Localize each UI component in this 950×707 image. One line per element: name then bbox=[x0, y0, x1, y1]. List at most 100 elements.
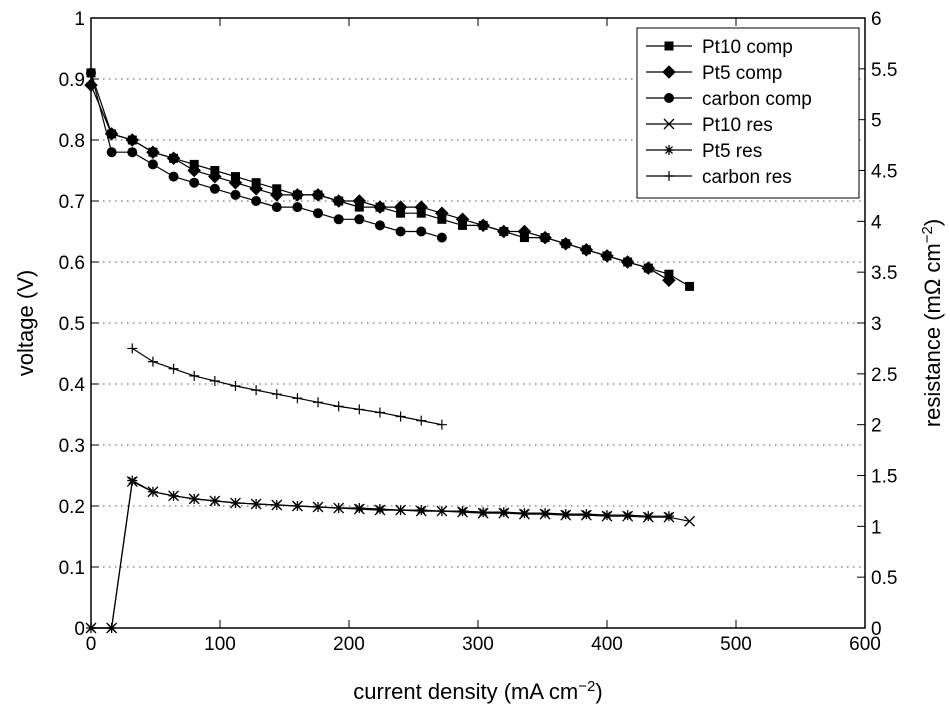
y-right-tick-label: 5 bbox=[871, 111, 882, 132]
point-pt5-res bbox=[333, 503, 344, 514]
x-tick-label: 600 bbox=[849, 634, 881, 655]
y-left-tick-label: 0.4 bbox=[59, 375, 86, 396]
point-carbon-res-shape bbox=[416, 415, 427, 426]
series-line-pt10-res bbox=[91, 480, 690, 629]
point-pt5-comp bbox=[373, 200, 387, 214]
point-carbon-res-shape bbox=[271, 389, 282, 400]
point-carbon-comp bbox=[333, 214, 344, 225]
x-axis-title: current density (mA cm−2) bbox=[353, 678, 602, 705]
point-pt5-res bbox=[127, 475, 138, 486]
y-axis-left-title: voltage (V) bbox=[13, 270, 38, 376]
point-pt5-res-shape bbox=[271, 499, 282, 510]
point-pt5-comp-shape bbox=[290, 188, 305, 202]
point-pt5-comp bbox=[435, 206, 449, 220]
point-carbon-comp bbox=[374, 220, 385, 231]
point-pt5-res-shape bbox=[560, 509, 571, 520]
legend-marker-shape bbox=[664, 93, 674, 103]
point-pt5-res bbox=[498, 507, 509, 518]
point-pt5-comp-shape bbox=[84, 78, 98, 92]
legend-box bbox=[636, 27, 860, 199]
point-pt5-comp-shape bbox=[208, 169, 222, 184]
point-pt5-comp-shape bbox=[620, 255, 635, 269]
legend-item-carbon-comp: carbon comp bbox=[646, 89, 812, 110]
y-right-tick-label: 3 bbox=[871, 314, 882, 335]
y-right-tick-label: 1 bbox=[871, 517, 882, 538]
series-carbon-res bbox=[127, 343, 447, 430]
point-pt5-comp-shape bbox=[373, 200, 387, 214]
point-pt5-res bbox=[374, 504, 385, 515]
y-right-tick-label: 4 bbox=[871, 212, 882, 233]
point-pt10-comp-shape bbox=[685, 281, 695, 291]
y-left-tick-label: 0.3 bbox=[59, 436, 85, 457]
point-carbon-res bbox=[436, 419, 447, 430]
point-pt5-res bbox=[622, 510, 633, 521]
y-left-tick-label: 0.2 bbox=[59, 497, 85, 518]
legend-marker-shape bbox=[664, 145, 674, 155]
point-pt5-res-shape bbox=[498, 507, 509, 518]
point-pt5-res bbox=[271, 499, 282, 510]
legend-marker-shape bbox=[662, 65, 676, 79]
point-pt5-res bbox=[168, 490, 179, 501]
point-carbon-res-shape bbox=[168, 363, 179, 374]
y-right-tick-label: 6 bbox=[871, 9, 882, 30]
y-right-tick-label: 0 bbox=[871, 619, 882, 640]
point-carbon-comp-shape bbox=[251, 196, 262, 206]
point-pt5-comp bbox=[84, 78, 98, 92]
point-pt5-res-shape bbox=[106, 623, 117, 633]
point-pt5-comp bbox=[414, 200, 428, 214]
point-pt5-res-shape bbox=[519, 508, 530, 519]
y-left-tick-label: 0 bbox=[74, 619, 85, 640]
point-carbon-res-shape bbox=[395, 411, 406, 422]
y-left-tick-label: 0.8 bbox=[59, 131, 85, 152]
point-pt5-res-shape bbox=[622, 510, 633, 521]
point-pt5-res-shape bbox=[457, 506, 468, 517]
point-pt5-comp bbox=[208, 169, 222, 184]
point-carbon-res bbox=[127, 343, 138, 354]
point-carbon-comp-shape bbox=[333, 214, 344, 225]
point-pt5-comp-shape bbox=[497, 224, 511, 239]
point-pt5-comp-shape bbox=[146, 145, 160, 159]
point-carbon-comp-shape bbox=[147, 159, 158, 170]
point-carbon-comp bbox=[436, 232, 447, 243]
point-pt5-comp bbox=[352, 194, 367, 208]
legend: Pt10 comp Pt5 comp carbon comp Pt10 res Pt5 … bbox=[636, 27, 860, 199]
point-pt5-res-shape bbox=[189, 493, 200, 504]
series-pt10-res bbox=[85, 476, 696, 634]
point-carbon-comp bbox=[127, 147, 138, 158]
point-carbon-comp bbox=[271, 202, 282, 213]
point-pt5-comp-shape bbox=[228, 175, 243, 190]
point-carbon-res-shape bbox=[436, 419, 447, 430]
point-pt5-res bbox=[478, 507, 489, 518]
point-pt5-res-shape bbox=[602, 510, 612, 521]
legend-label: Pt5 comp bbox=[702, 63, 782, 84]
point-carbon-res-shape bbox=[251, 385, 262, 396]
point-pt5-comp bbox=[393, 200, 408, 214]
y-left-tick-label: 0.6 bbox=[59, 253, 85, 274]
point-carbon-comp bbox=[416, 226, 427, 237]
legend-label: Pt10 res bbox=[702, 115, 773, 136]
point-carbon-comp bbox=[292, 202, 303, 213]
legend-label: carbon comp bbox=[702, 89, 812, 110]
point-pt5-comp-shape bbox=[600, 249, 614, 263]
point-carbon-comp bbox=[313, 208, 324, 219]
y-right-tick-label: 3.5 bbox=[871, 263, 897, 284]
point-pt5-res bbox=[663, 511, 674, 522]
series-line-carbon-comp bbox=[90, 72, 443, 239]
legend-marker bbox=[662, 65, 676, 79]
x-tick-label: 100 bbox=[204, 634, 236, 655]
point-carbon-res-shape bbox=[374, 407, 385, 418]
point-pt5-res bbox=[602, 510, 612, 521]
point-carbon-res bbox=[416, 415, 427, 426]
point-pt5-res bbox=[436, 506, 447, 517]
point-carbon-res bbox=[209, 375, 220, 386]
point-pt5-res bbox=[540, 508, 551, 519]
y-left-tick-label: 1 bbox=[74, 9, 85, 30]
point-carbon-res bbox=[168, 363, 179, 374]
point-pt5-res-shape bbox=[230, 497, 241, 508]
y-right-tick-label: 4.5 bbox=[871, 162, 897, 183]
point-pt5-res-shape bbox=[478, 507, 489, 518]
point-carbon-comp-shape bbox=[230, 189, 241, 200]
point-pt5-comp-shape bbox=[270, 188, 284, 202]
point-carbon-res bbox=[251, 385, 262, 396]
point-pt5-res-shape bbox=[251, 498, 262, 509]
